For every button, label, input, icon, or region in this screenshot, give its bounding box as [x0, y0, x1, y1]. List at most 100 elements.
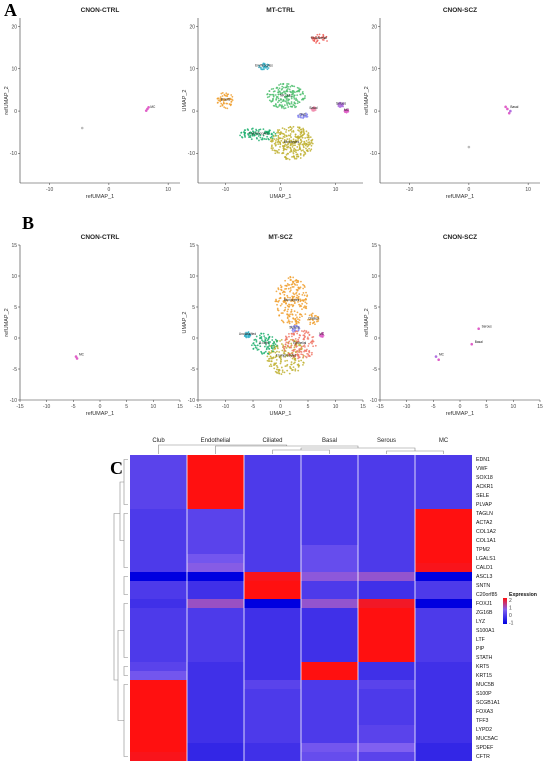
data-point	[304, 307, 307, 309]
data-point	[285, 354, 288, 357]
heatmap-cell	[130, 626, 187, 635]
data-point	[509, 109, 512, 113]
data-point	[292, 125, 295, 128]
data-point	[302, 287, 305, 290]
data-point	[297, 318, 299, 321]
legend-title: Expression	[509, 592, 537, 598]
heatmap-cell	[244, 599, 301, 608]
data-point	[295, 140, 298, 143]
data-point	[244, 136, 247, 138]
data-point	[247, 129, 250, 131]
data-point	[293, 302, 296, 305]
data-point	[220, 102, 223, 105]
data-point	[290, 311, 292, 313]
cluster-label: Serous	[482, 325, 493, 329]
data-point	[297, 300, 299, 303]
data-point	[264, 130, 267, 133]
row-label: LTF	[476, 637, 485, 643]
data-point	[80, 126, 84, 130]
data-point	[282, 105, 285, 108]
data-point	[292, 354, 295, 357]
data-point	[290, 361, 293, 364]
data-point	[274, 103, 277, 106]
data-point	[297, 328, 300, 331]
data-point	[309, 321, 312, 324]
data-point	[277, 101, 279, 104]
data-point	[271, 350, 274, 353]
data-point	[270, 137, 272, 140]
data-point	[301, 134, 304, 137]
heatmap-cell	[415, 473, 472, 482]
row-label: EDN1	[476, 457, 490, 463]
data-point	[292, 144, 295, 147]
data-point	[268, 95, 271, 98]
heatmap-cell	[415, 644, 472, 653]
data-point	[310, 139, 313, 142]
data-point	[308, 355, 311, 358]
data-point	[272, 131, 275, 134]
cluster-label: NK cells	[280, 93, 292, 97]
panel-label-b: B	[22, 213, 34, 233]
data-point	[284, 107, 287, 109]
data-point	[295, 157, 298, 160]
y-axis-label: refUMAP_2	[364, 308, 370, 336]
data-point	[303, 140, 306, 143]
data-point	[290, 355, 293, 357]
heatmap-cell	[415, 680, 472, 689]
heatmap-cell	[130, 608, 187, 617]
data-point	[295, 281, 298, 284]
data-point	[293, 94, 296, 97]
data-point	[288, 322, 291, 325]
data-point	[289, 125, 292, 128]
data-point	[230, 98, 233, 101]
x-tick-label: -10	[46, 187, 53, 193]
data-point	[285, 86, 288, 88]
heatmap-cell	[301, 527, 358, 536]
data-point	[277, 140, 280, 142]
data-point	[339, 101, 341, 104]
data-point	[290, 102, 293, 105]
data-point	[277, 370, 280, 373]
x-tick-label: 10	[525, 187, 531, 193]
heatmap-cell	[130, 689, 187, 698]
heatmap-cell	[130, 527, 187, 536]
heatmap-cell	[358, 572, 415, 581]
data-point	[317, 35, 320, 38]
data-point	[293, 140, 296, 143]
heatmap-cell	[187, 464, 244, 473]
data-point	[295, 97, 297, 100]
legend-colorbar	[503, 598, 507, 624]
data-point	[292, 129, 295, 132]
data-point	[278, 129, 281, 131]
heatmap-cell	[244, 662, 301, 671]
data-point	[290, 300, 292, 303]
data-point	[312, 37, 315, 40]
heatmap-cell	[130, 563, 187, 572]
umap-panels: CNON-CTRL -10 0 10 20 10 0 -10 refUMAP_1 refUMAP_…	[4, 7, 543, 417]
heatmap-cell	[415, 662, 472, 671]
heatmap-cell	[130, 509, 187, 518]
data-point	[267, 137, 270, 140]
heatmap-cell	[187, 491, 244, 500]
data-point	[304, 345, 306, 348]
data-point	[265, 348, 268, 351]
data-point	[282, 320, 284, 323]
cluster-label: Monocytes	[284, 298, 300, 302]
data-point	[270, 365, 273, 368]
x-tick-label: -5	[71, 404, 76, 410]
data-point	[298, 303, 301, 306]
data-point	[144, 109, 148, 112]
data-point	[299, 134, 302, 136]
data-point	[292, 151, 295, 153]
heatmap-cell	[130, 662, 187, 671]
data-point	[320, 333, 322, 336]
plot-title: CNON-SCZ	[443, 7, 477, 14]
data-point	[307, 318, 309, 321]
data-point	[290, 308, 293, 311]
data-point	[248, 136, 250, 139]
data-point	[262, 128, 265, 131]
x-tick-label: -10	[406, 187, 413, 193]
y-tick-label: -10	[188, 398, 195, 404]
data-point	[289, 134, 292, 137]
